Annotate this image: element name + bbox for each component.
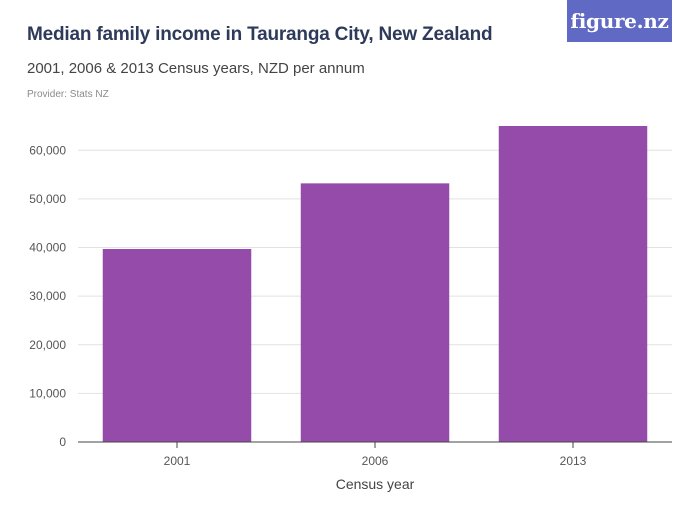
y-tick-label: 60,000 <box>29 143 66 157</box>
data-provider: Provider: Stats NZ <box>27 89 109 100</box>
x-axis-title: Census year <box>336 476 415 492</box>
y-tick-label: 50,000 <box>29 192 66 206</box>
x-tick-label: 2013 <box>560 454 587 468</box>
x-tick-label: 2006 <box>362 454 389 468</box>
y-axis-ticks: 0 10,000 20,000 30,000 40,000 50,000 60,000 <box>29 143 66 449</box>
chart-title: Median family income in Tauranga City, N… <box>27 24 493 45</box>
y-tick-label: 20,000 <box>29 338 66 352</box>
y-tick-label: 0 <box>59 435 66 449</box>
bars <box>102 126 648 442</box>
figure-nz-logo[interactable]: figure.nz <box>567 0 672 42</box>
chart-subtitle: 2001, 2006 & 2013 Census years, NZD per … <box>27 60 365 77</box>
x-tick-label: 2001 <box>164 454 191 468</box>
y-tick-label: 30,000 <box>29 289 66 303</box>
y-tick-label: 40,000 <box>29 241 66 255</box>
bar-2001[interactable] <box>102 248 252 442</box>
y-tick-label: 10,000 <box>29 386 66 400</box>
x-axis-ticks: 2001 2006 2013 <box>164 442 587 468</box>
bar-2006[interactable] <box>300 183 450 442</box>
bar-2013[interactable] <box>498 126 648 442</box>
logo-text: figure.nz <box>570 9 669 33</box>
